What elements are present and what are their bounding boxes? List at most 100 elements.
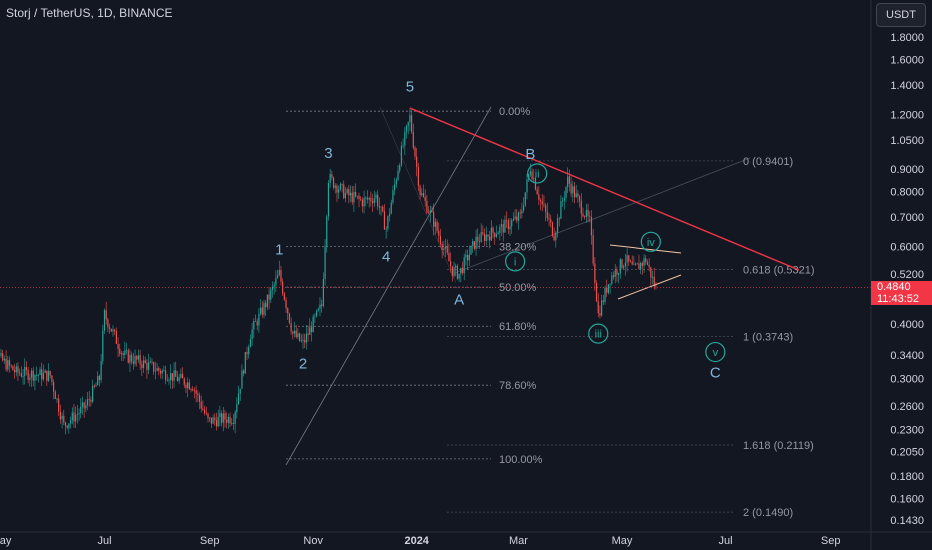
candle-body [58, 398, 60, 412]
candle-body [52, 381, 55, 392]
candle-body [434, 221, 436, 227]
candle-body [636, 263, 638, 265]
candle-body [619, 259, 621, 274]
candle-body [181, 373, 184, 379]
candle-body [355, 191, 357, 197]
candle-body [433, 212, 435, 227]
candle-body [580, 200, 582, 214]
candle-body [623, 266, 625, 268]
fib-ext-label-4: 2 (0.1490) [743, 507, 793, 519]
fib-ext-label-2: 1 (0.3743) [743, 332, 793, 344]
candle-body [290, 322, 292, 332]
candle-body [584, 216, 586, 218]
candle-body [100, 360, 102, 381]
currency-button[interactable]: USDT [876, 3, 926, 27]
candle-body [309, 327, 311, 335]
candle-body [653, 276, 655, 287]
candle-body [197, 393, 199, 395]
fib-level-label-5: 100.00% [499, 454, 543, 466]
candle-body [92, 385, 94, 402]
candle-body [243, 370, 245, 374]
candle-body [59, 411, 61, 420]
candle-body [214, 417, 216, 421]
candle-body [258, 313, 260, 326]
time-tick-label-7: Jul [718, 535, 732, 547]
candle-body [524, 192, 526, 206]
candle-body [424, 197, 426, 201]
candle-body [373, 198, 375, 204]
candle-body [494, 232, 496, 237]
candle-body [270, 289, 272, 300]
candle-body [210, 417, 212, 424]
candle-body [144, 360, 146, 363]
candle-body [618, 273, 620, 275]
candle-body [222, 413, 224, 423]
candle-body [466, 254, 469, 261]
candle-body [83, 402, 85, 409]
candle-body [307, 333, 309, 335]
candle-body [599, 313, 601, 316]
candle-body [304, 340, 306, 343]
candle-body [249, 339, 252, 348]
price-tick-label-10: 0.4000 [890, 319, 924, 331]
candle-body [102, 330, 104, 361]
price-tick-label-4: 1.0500 [890, 135, 924, 147]
wave-label-1: 1 [275, 242, 283, 259]
candle-body [149, 361, 151, 363]
candle-body [500, 224, 503, 227]
candle-body [239, 388, 241, 394]
price-tick-label-17: 0.1600 [890, 494, 924, 506]
candle-body [119, 348, 121, 354]
wave-circle-i [505, 251, 526, 272]
candle-body [587, 209, 589, 217]
candle-body [363, 198, 365, 207]
price-tick-label-13: 0.2600 [890, 401, 924, 413]
candle-body [640, 263, 642, 270]
candle-body [180, 373, 182, 378]
candle-body [506, 219, 508, 221]
candle-body [421, 193, 423, 195]
candle-body [472, 241, 474, 246]
wave-label-i: i [514, 256, 516, 268]
candle-body [5, 358, 7, 370]
candle-body [280, 269, 282, 282]
time-tick-label-0: May [0, 535, 12, 547]
candle-body [392, 190, 394, 203]
candle-body [108, 327, 111, 329]
wave-label-B: B [525, 146, 535, 163]
candle-body [166, 379, 168, 381]
candle-body [124, 350, 126, 355]
candle-body [76, 413, 78, 415]
candle-body [441, 244, 443, 251]
candle-body [292, 331, 294, 334]
candle-body [98, 375, 101, 381]
candle-body [297, 333, 299, 338]
current-price-tag: 0.4840 11:43:52 [871, 281, 932, 305]
candle-body [120, 353, 123, 355]
candle-body [132, 361, 134, 364]
candle-body [548, 218, 550, 220]
candle-body [105, 310, 107, 320]
candle-body [117, 343, 119, 349]
candle-body [495, 234, 498, 237]
candle-body [551, 222, 554, 236]
candle-body [349, 192, 352, 196]
candle-body [621, 259, 623, 268]
candle-body [163, 370, 165, 372]
candle-body [200, 401, 202, 409]
candle-body [66, 425, 68, 428]
candle-body [483, 233, 486, 242]
candle-body [114, 329, 116, 332]
candle-body [404, 131, 406, 146]
candle-body [263, 303, 265, 315]
candle-body [567, 176, 569, 188]
candle-body [78, 413, 80, 414]
candle-body [555, 232, 557, 241]
candle-body [19, 372, 21, 374]
candle-body [212, 417, 214, 424]
candle-body [390, 202, 392, 214]
candle-body [626, 255, 628, 263]
candle-body [655, 286, 657, 287]
candle-body [553, 235, 555, 241]
